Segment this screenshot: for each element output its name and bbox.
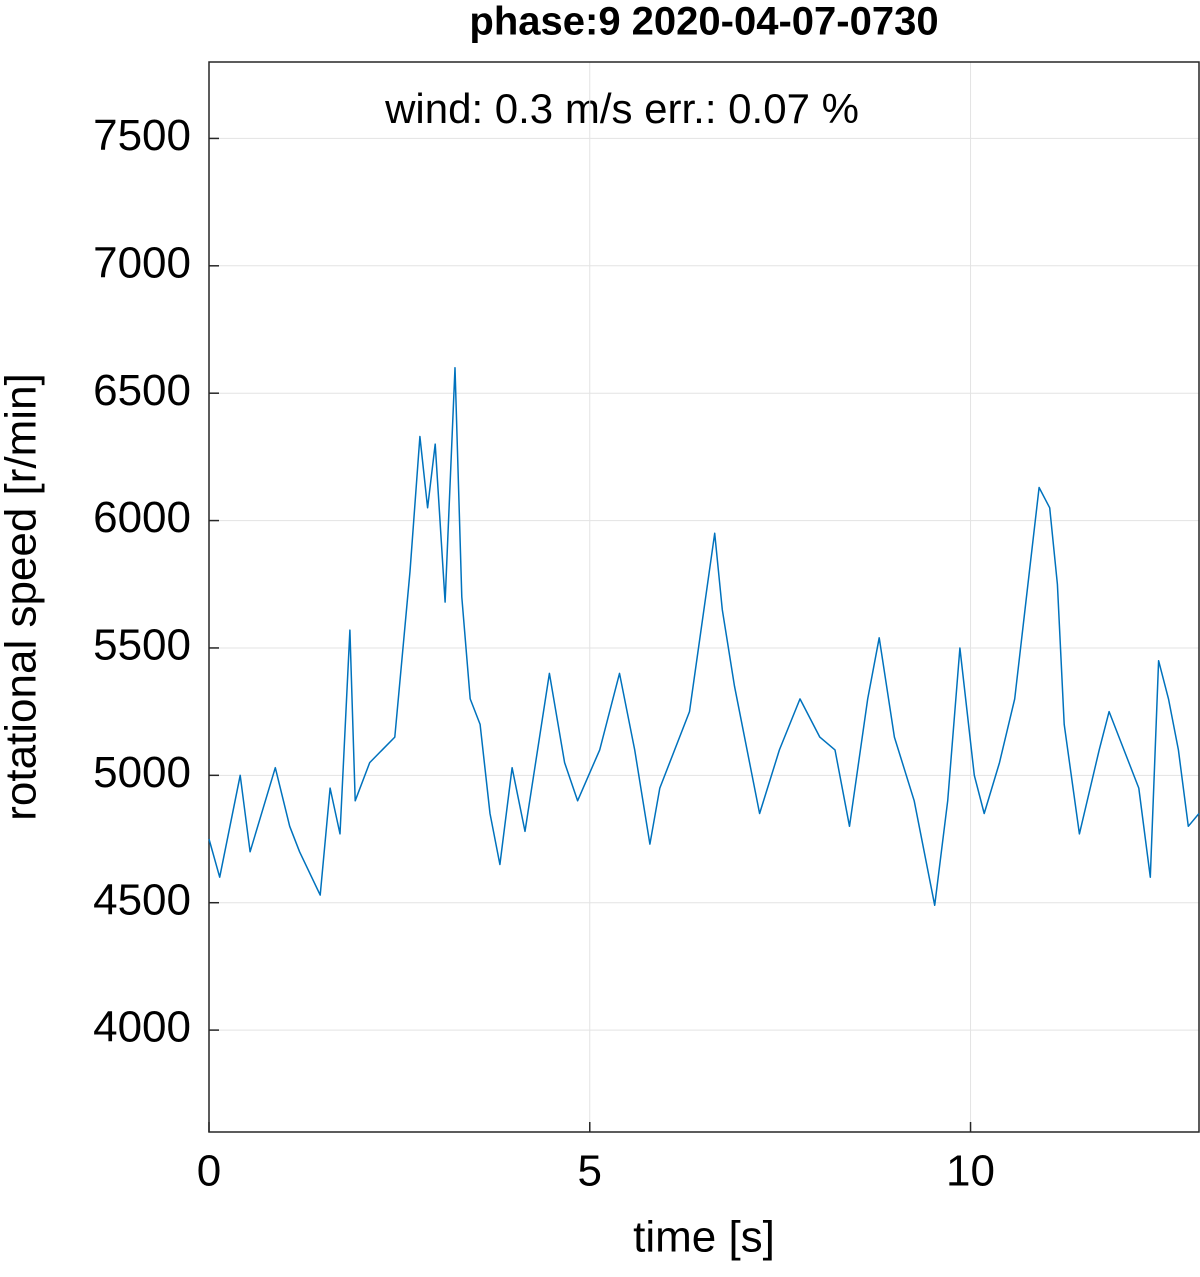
x-tick-label: 0 xyxy=(197,1147,221,1196)
y-axis-label: rotational speed [r/min] xyxy=(0,373,46,821)
y-tick-label: 4500 xyxy=(93,875,191,924)
x-tick-label: 10 xyxy=(946,1147,995,1196)
y-tick-label: 7500 xyxy=(93,111,191,160)
y-tick-label: 6000 xyxy=(93,493,191,542)
y-tick-label: 5000 xyxy=(93,748,191,797)
annotation: wind: 0.3 m/s err.: 0.07 % xyxy=(384,85,859,132)
y-tick-label: 6500 xyxy=(93,366,191,415)
x-axis-label: time [s] xyxy=(633,1213,775,1262)
chart-title: phase:9 2020-04-07-0730 xyxy=(469,0,938,44)
x-tick-label: 5 xyxy=(578,1147,602,1196)
y-tick-label: 7000 xyxy=(93,238,191,287)
y-tick-label: 5500 xyxy=(93,621,191,670)
data-line xyxy=(208,366,1200,907)
plot-frame xyxy=(208,61,1200,1133)
y-tick-label: 4000 xyxy=(93,1003,191,1052)
